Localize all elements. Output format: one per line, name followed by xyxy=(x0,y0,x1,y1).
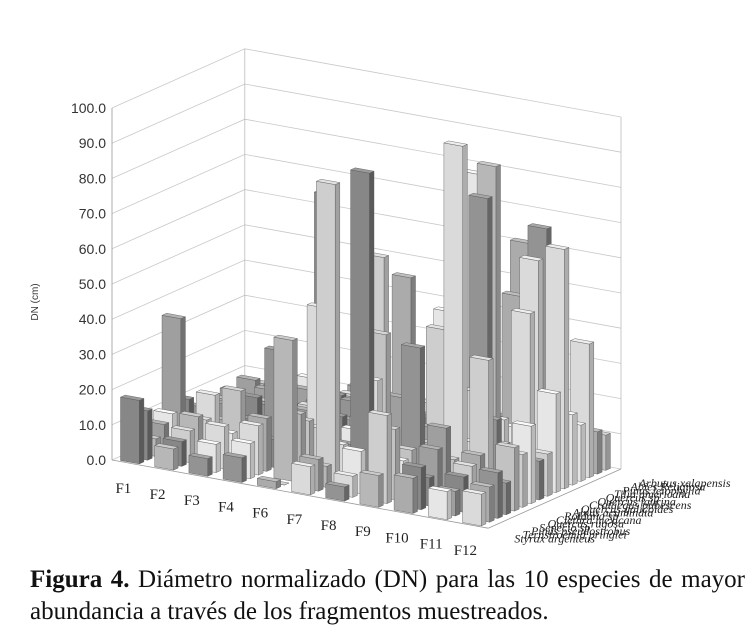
depth-tick-label: Pinus pseudostrobus xyxy=(530,524,631,538)
y-tick-label: 30.0 xyxy=(79,346,106,362)
y-tick-label: 70.0 xyxy=(79,206,106,222)
bar xyxy=(273,334,298,482)
y-tick-label: 10.0 xyxy=(79,417,106,433)
depth-tick-label: Abies Religiosa xyxy=(630,480,706,494)
caption-text: Diámetro normalizado (DN) para las 10 es… xyxy=(30,566,745,625)
bar xyxy=(256,475,282,490)
bar xyxy=(119,394,145,465)
x-tick-label: F4 xyxy=(218,499,234,515)
gridline xyxy=(111,83,622,153)
x-tick-label: F7 xyxy=(286,512,302,528)
x-tick-label: F11 xyxy=(420,537,443,553)
x-tick-label: F8 xyxy=(321,518,337,534)
depth-tick-label: Alnus acuminata xyxy=(571,505,653,519)
depth-tick-label: Styrax argenteus xyxy=(514,531,595,545)
x-tick-label: F10 xyxy=(385,530,408,546)
depth-tick-label: Crataegus pubescens xyxy=(589,498,692,512)
bar xyxy=(349,167,375,491)
bar xyxy=(427,485,453,521)
y-tick-label: 60.0 xyxy=(79,241,106,257)
bar xyxy=(188,453,213,477)
chart-bars xyxy=(119,140,612,527)
depth-tick-label: Arbutus xalapensis xyxy=(638,476,731,490)
depth-tick-label: Quercus galicoides xyxy=(581,502,674,516)
depth-tick-label: Quercus sp xyxy=(606,491,660,505)
bar xyxy=(359,469,384,508)
y-tick-label: 40.0 xyxy=(79,311,106,327)
bar xyxy=(325,481,350,502)
bar-chart-3d: 0.0 10.0 20.0 30.0 40.0 50.0 60.0 70.0 80.0 90.0 1… xyxy=(30,48,731,559)
x-tick-label: F6 xyxy=(252,506,268,522)
depth-tick-label: Pinus leiophylla xyxy=(621,483,700,497)
y-tick-label: 0.0 xyxy=(87,452,107,468)
depth-axis-line xyxy=(488,468,622,529)
depth-tick-label: Quercus laurina xyxy=(597,494,676,508)
x-axis-ticks: F1 F2 F3 F4 F6 F7 F8 F9 F10 F11 F12 xyxy=(115,481,477,559)
caption-label: Figura 4. xyxy=(30,566,130,593)
x-tick-label: F1 xyxy=(115,481,131,497)
depth-tick-label: Tilia americana xyxy=(614,487,690,501)
depth-tick-label: Ternstroemia pringlei xyxy=(523,528,627,542)
bar xyxy=(393,472,419,514)
x-tick-label: F3 xyxy=(184,493,200,509)
x-axis-line xyxy=(111,459,489,529)
bar xyxy=(315,178,341,485)
y-tick-label: 20.0 xyxy=(79,382,106,398)
x-tick-label: F2 xyxy=(150,487,166,503)
gridline xyxy=(111,48,622,118)
y-tick-label: 90.0 xyxy=(79,135,106,151)
y-tick-label: 50.0 xyxy=(79,276,106,292)
x-tick-label: F9 xyxy=(355,524,371,540)
y-axis-ticks: 0.0 10.0 20.0 30.0 40.0 50.0 60.0 70.0 80.0 90.0 1… xyxy=(71,100,106,468)
depth-tick-label: Quercus rugosa xyxy=(548,517,625,531)
bar xyxy=(443,140,468,492)
y-tick-label: 80.0 xyxy=(79,170,106,186)
bar xyxy=(154,443,179,471)
chart-walls xyxy=(111,48,622,529)
bar xyxy=(461,488,487,527)
figure-caption: Figura 4. Diámetro normalizado (DN) para… xyxy=(30,564,745,628)
x-tick-label: F12 xyxy=(454,543,477,559)
depth-tick-label: Clethra mexicana xyxy=(556,513,642,527)
bar xyxy=(222,452,248,483)
bar xyxy=(290,461,316,496)
y-axis-label: DN (cm) xyxy=(30,283,41,320)
y-tick-label: 100.0 xyxy=(71,100,106,116)
depth-tick-label: Roldana sp xyxy=(563,509,618,523)
depth-tick-label: Senecio sp xyxy=(539,520,590,534)
